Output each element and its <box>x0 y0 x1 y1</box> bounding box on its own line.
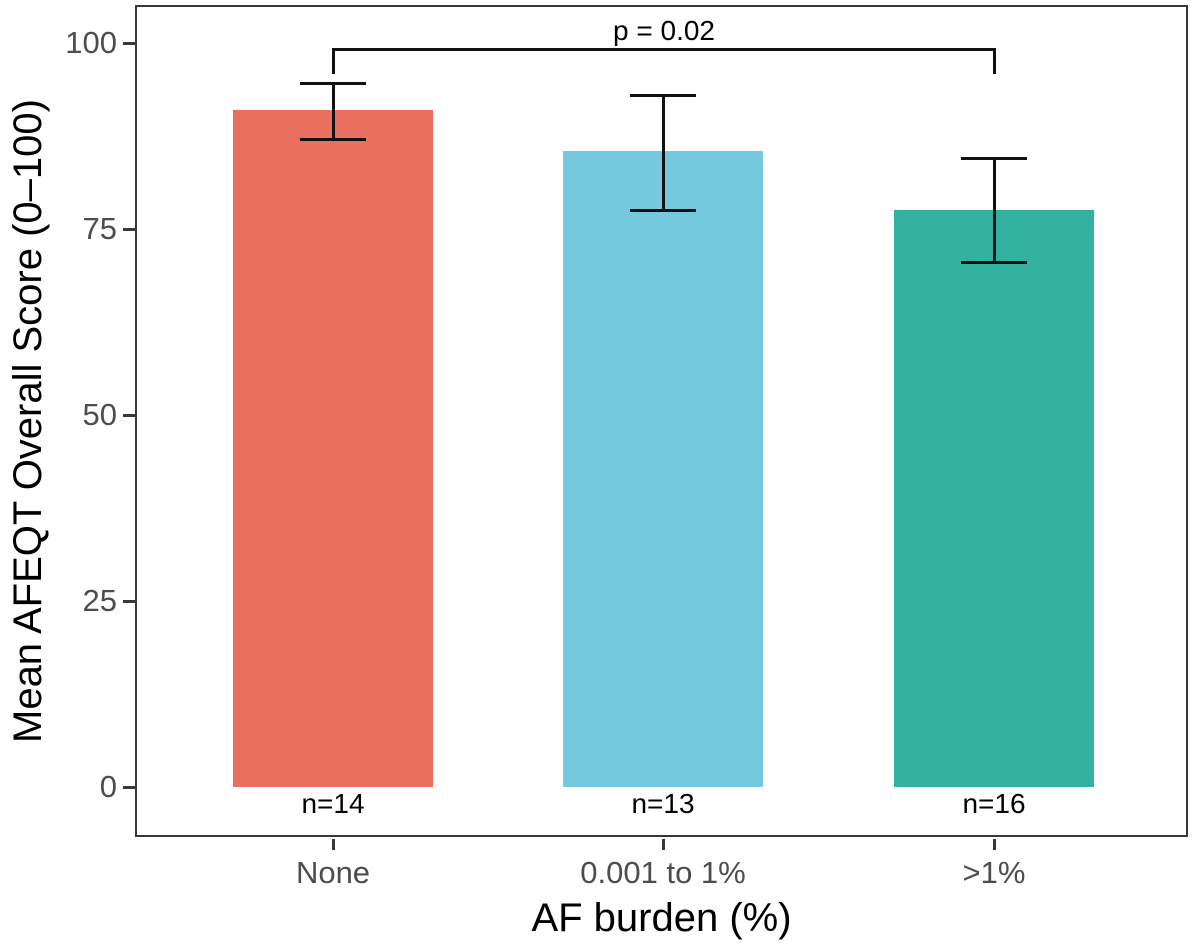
x-tick-label: >1% <box>962 855 1026 890</box>
bar <box>894 210 1094 787</box>
x-tick-mark <box>661 839 665 850</box>
error-bar-cap-top <box>961 156 1027 160</box>
y-tick-mark <box>123 786 135 789</box>
y-tick-mark <box>123 414 135 417</box>
error-bar-cap-bottom <box>300 138 366 142</box>
error-bar-cap-top <box>300 82 366 86</box>
y-tick-label: 25 <box>82 583 117 618</box>
error-bar-cap-top <box>630 93 696 97</box>
error-bar-cap-bottom <box>630 208 696 212</box>
significance-bracket-horizontal <box>331 48 996 51</box>
sample-size-label: n=13 <box>631 788 695 819</box>
y-tick-mark <box>123 600 135 603</box>
error-bar-cap-bottom <box>961 260 1027 264</box>
x-tick-mark <box>992 839 996 850</box>
sample-size-label: n=16 <box>962 788 1026 819</box>
x-tick-label: None <box>295 855 371 890</box>
significance-bracket-right-drop <box>992 48 996 74</box>
error-bar-line <box>331 83 335 140</box>
error-bar-line <box>661 95 665 211</box>
error-bar-line <box>992 158 996 263</box>
significance-label: p = 0.02 <box>613 15 715 46</box>
significance-bracket-left-drop <box>331 48 335 74</box>
y-tick-mark <box>123 228 135 231</box>
sample-size-label: n=14 <box>301 788 365 819</box>
x-tick-mark <box>331 839 335 850</box>
x-axis-title: AF burden (%) <box>531 896 792 940</box>
bar <box>233 109 433 787</box>
y-tick-mark <box>123 42 135 45</box>
y-tick-label: 75 <box>82 211 117 246</box>
bar <box>563 150 763 787</box>
y-tick-label: 50 <box>82 397 117 432</box>
y-tick-label: 0 <box>99 769 117 804</box>
x-tick-label: 0.001 to 1% <box>580 855 746 890</box>
y-tick-label: 100 <box>65 25 117 60</box>
